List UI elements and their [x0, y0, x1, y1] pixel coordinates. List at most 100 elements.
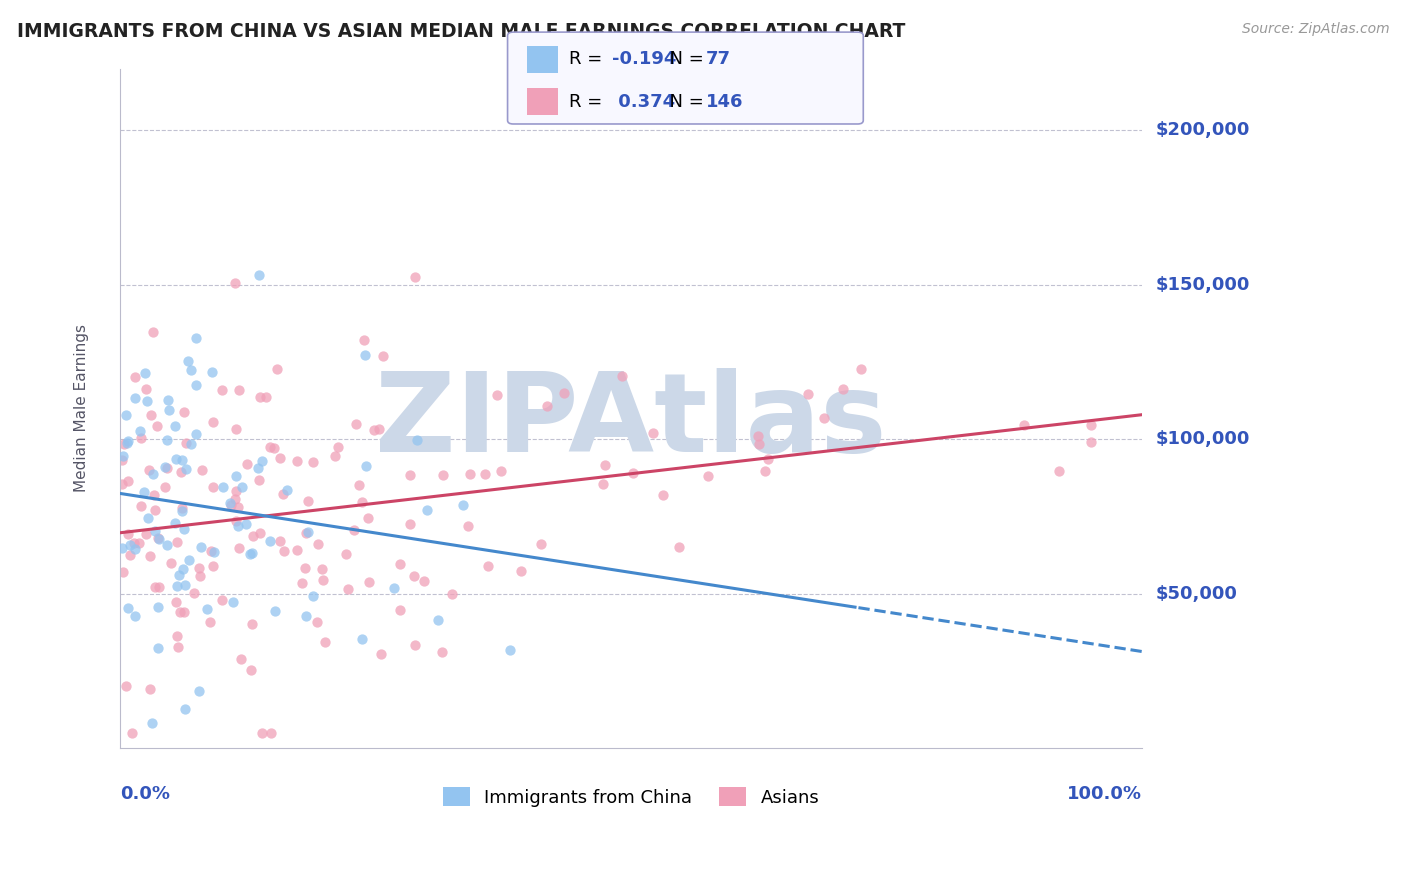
Point	[143, 580, 166, 594]
Point	[276, 483, 298, 498]
Point	[250, 454, 273, 468]
Point	[235, 457, 257, 471]
Point	[188, 568, 211, 582]
Point	[121, 725, 143, 739]
Point	[266, 362, 288, 376]
Text: $150,000: $150,000	[1156, 276, 1250, 293]
Point	[1080, 435, 1102, 450]
Point	[111, 541, 134, 555]
Point	[120, 548, 142, 562]
Point	[612, 369, 634, 384]
Text: IMMIGRANTS FROM CHINA VS ASIAN MEDIAN MALE EARNINGS CORRELATION CHART: IMMIGRANTS FROM CHINA VS ASIAN MEDIAN MA…	[17, 22, 905, 41]
Point	[148, 531, 170, 545]
Point	[273, 544, 295, 558]
Point	[404, 269, 426, 284]
Point	[371, 349, 394, 363]
Point	[148, 532, 170, 546]
Point	[352, 632, 374, 646]
Point	[747, 429, 769, 443]
Point	[124, 370, 146, 384]
Point	[499, 643, 522, 657]
Text: N =: N =	[658, 51, 710, 69]
Point	[240, 663, 263, 677]
Text: 77: 77	[706, 51, 731, 69]
Point	[226, 500, 249, 515]
Text: ZIPAtlas: ZIPAtlas	[375, 368, 887, 475]
Point	[1080, 418, 1102, 433]
Point	[190, 541, 212, 555]
Point	[170, 504, 193, 518]
Point	[173, 522, 195, 536]
Point	[302, 455, 325, 469]
Point	[295, 526, 318, 541]
Point	[349, 478, 371, 492]
Point	[402, 568, 425, 582]
Point	[202, 545, 225, 559]
Point	[195, 602, 218, 616]
Point	[240, 546, 263, 560]
Text: 100.0%: 100.0%	[1067, 786, 1142, 804]
Point	[354, 459, 377, 474]
Point	[165, 595, 187, 609]
Point	[357, 511, 380, 525]
Text: $200,000: $200,000	[1156, 121, 1250, 139]
Point	[457, 519, 479, 533]
Point	[336, 582, 359, 597]
Point	[167, 568, 190, 582]
Point	[314, 635, 336, 649]
Point	[226, 518, 249, 533]
Point	[224, 276, 246, 290]
Point	[211, 384, 233, 398]
Point	[353, 333, 375, 347]
Point	[143, 524, 166, 538]
Point	[177, 354, 200, 368]
Point	[231, 480, 253, 494]
Point	[343, 523, 366, 537]
Point	[311, 562, 333, 576]
Point	[485, 387, 508, 401]
Point	[432, 468, 454, 483]
Point	[307, 615, 329, 629]
Point	[191, 462, 214, 476]
Point	[247, 473, 270, 487]
Point	[285, 454, 308, 468]
Point	[225, 484, 247, 499]
Point	[145, 503, 167, 517]
Point	[156, 461, 179, 475]
Point	[212, 480, 235, 494]
Point	[259, 533, 281, 548]
Point	[312, 573, 335, 587]
Point	[592, 476, 614, 491]
Point	[427, 613, 450, 627]
Point	[201, 480, 224, 494]
Point	[536, 400, 558, 414]
Point	[169, 466, 191, 480]
Point	[114, 409, 136, 423]
Point	[651, 488, 673, 502]
Point	[297, 494, 319, 508]
Point	[451, 498, 474, 512]
Point	[593, 458, 616, 472]
Point	[247, 268, 270, 282]
Point	[173, 405, 195, 419]
Point	[184, 378, 207, 392]
Point	[247, 460, 270, 475]
Point	[621, 466, 644, 480]
Point	[165, 451, 187, 466]
Text: $50,000: $50,000	[1156, 584, 1237, 603]
Point	[263, 604, 285, 618]
Point	[180, 437, 202, 451]
Point	[117, 600, 139, 615]
Point	[143, 488, 166, 502]
Point	[124, 609, 146, 624]
Point	[326, 440, 349, 454]
Point	[260, 725, 283, 739]
Point	[135, 394, 157, 409]
Point	[302, 589, 325, 603]
Point	[173, 605, 195, 619]
Point	[112, 565, 135, 579]
Point	[242, 529, 264, 543]
Point	[184, 331, 207, 345]
Point	[218, 496, 240, 510]
Point	[163, 516, 186, 531]
